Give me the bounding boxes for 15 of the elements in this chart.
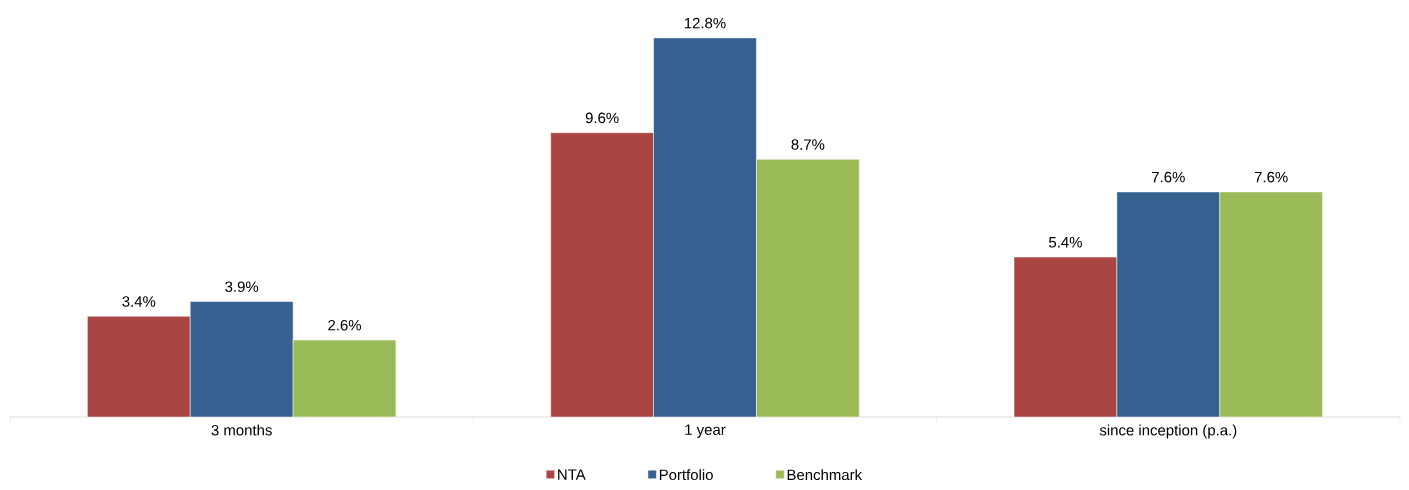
data-label: 7.6%: [1152, 171, 1185, 183]
x-tick-label: 1 year: [685, 424, 726, 438]
x-tick-label: 3 months: [211, 424, 272, 436]
data-label: 5.4%: [1049, 237, 1082, 248]
data-label: 8.7%: [791, 139, 825, 150]
data-label: 3.9%: [225, 281, 259, 292]
legend-label: NTA: [558, 469, 586, 480]
data-label: 2.6%: [328, 319, 362, 331]
data-label: 12.8%: [684, 17, 726, 29]
x-tick-label: since inception (p.a.): [1099, 424, 1237, 439]
data-label: 9.6%: [585, 112, 619, 124]
legend-label: Benchmark: [787, 469, 863, 481]
data-label: 7.6%: [1254, 171, 1288, 183]
data-label: 3.4%: [122, 296, 156, 307]
legend-label: Portfolio: [659, 469, 713, 481]
